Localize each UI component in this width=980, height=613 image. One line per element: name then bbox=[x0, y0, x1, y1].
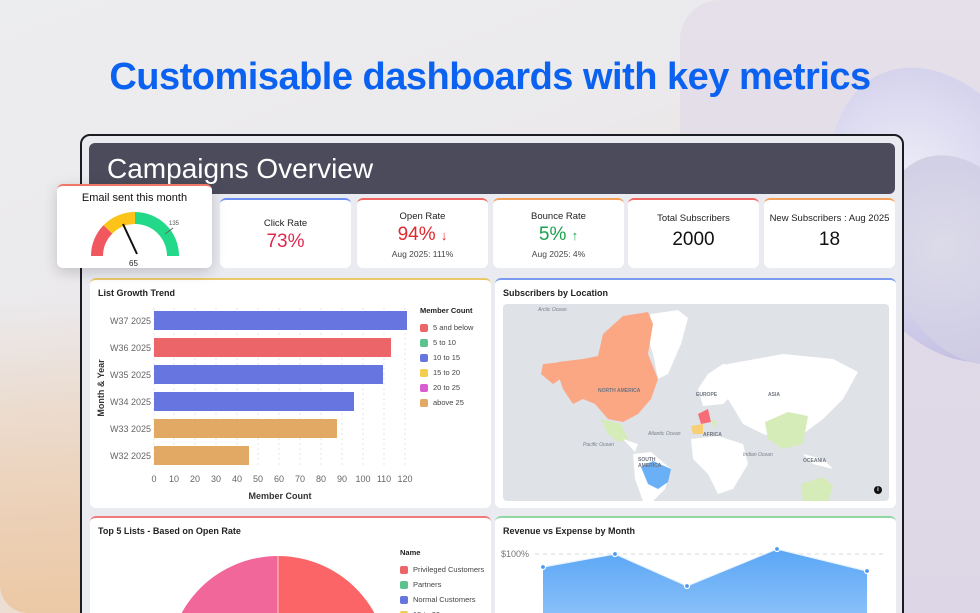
panel-title: List Growth Trend bbox=[98, 288, 176, 298]
bar-w35 bbox=[154, 365, 383, 384]
kpi-bounce-rate[interactable]: Bounce Rate 5% ↑ Aug 2025: 4% bbox=[493, 198, 624, 268]
svg-text:W33 2025: W33 2025 bbox=[110, 424, 151, 434]
svg-text:90: 90 bbox=[337, 474, 347, 484]
panel-subscribers-location: Subscribers by Location bbox=[495, 278, 896, 508]
legend-item[interactable]: Normal Customers bbox=[400, 592, 484, 607]
kpi-value: 94% bbox=[397, 224, 436, 245]
svg-text:50: 50 bbox=[253, 474, 263, 484]
svg-text:10: 10 bbox=[169, 474, 179, 484]
gauge-chart: 135 65 bbox=[90, 211, 180, 268]
ocean-label: Pacific Ocean bbox=[583, 442, 614, 448]
ocean-label: Arctic Ocean bbox=[538, 307, 567, 313]
legend-item[interactable]: 15 to 20 bbox=[400, 607, 484, 613]
region-label: AFRICA bbox=[703, 432, 722, 438]
region-label: OCEANIA bbox=[803, 458, 827, 464]
legend-item[interactable]: 5 and below bbox=[420, 320, 473, 335]
region-label: ASIA bbox=[768, 392, 780, 398]
panel-top-lists: Top 5 Lists - Based on Open Rate 17.9% N… bbox=[90, 516, 491, 613]
svg-text:135: 135 bbox=[169, 221, 180, 227]
kpi-label: Bounce Rate bbox=[531, 211, 586, 222]
svg-text:80: 80 bbox=[316, 474, 326, 484]
svg-text:W36 2025: W36 2025 bbox=[110, 343, 151, 353]
legend-item[interactable]: 10 to 15 bbox=[420, 350, 473, 365]
svg-text:60: 60 bbox=[274, 474, 284, 484]
legend-item[interactable]: 15 to 20 bbox=[420, 365, 473, 380]
legend-item[interactable]: above 25 bbox=[420, 395, 473, 410]
legend-title: Name bbox=[400, 548, 421, 557]
gauge-title: Email sent this month bbox=[81, 192, 188, 204]
kpi-total-subscribers[interactable]: Total Subscribers 2000 bbox=[628, 198, 759, 268]
legend-item[interactable]: 5 to 10 bbox=[420, 335, 473, 350]
kpi-value: 18 bbox=[818, 229, 841, 250]
ocean-label: Atlantic Ocean bbox=[648, 431, 681, 437]
pie-legend: Name Privileged Customers Partners Norma… bbox=[400, 548, 484, 613]
svg-text:40: 40 bbox=[232, 474, 242, 484]
svg-text:W35 2025: W35 2025 bbox=[110, 370, 151, 380]
kpi-open-rate[interactable]: Open Rate 94% ↓ Aug 2025: 111% bbox=[357, 198, 488, 268]
kpi-new-subscribers[interactable]: New Subscribers : Aug 2025 18 bbox=[764, 198, 895, 268]
svg-text:70: 70 bbox=[295, 474, 305, 484]
pie-chart[interactable]: 17.9% bbox=[170, 552, 410, 613]
pie-slice bbox=[278, 556, 375, 613]
svg-text:110: 110 bbox=[377, 474, 391, 484]
legend-item[interactable]: Privileged Customers bbox=[400, 562, 484, 577]
y-axis-label: Month & Year bbox=[96, 359, 106, 417]
kpi-label: New Subscribers : Aug 2025 bbox=[769, 213, 890, 224]
arrow-down-icon: ↓ bbox=[440, 228, 448, 243]
ocean-label: Indian Ocean bbox=[743, 452, 773, 458]
svg-text:100: 100 bbox=[355, 474, 370, 484]
kpi-comparison: Aug 2025: 4% bbox=[531, 249, 586, 259]
svg-text:W34 2025: W34 2025 bbox=[110, 397, 151, 407]
svg-text:30: 30 bbox=[211, 474, 221, 484]
kpi-click-rate[interactable]: Click Rate 73% bbox=[220, 198, 351, 268]
legend-item[interactable]: 20 to 25 bbox=[420, 380, 473, 395]
legend-title: Member Count bbox=[420, 306, 473, 315]
dashboard-title: Campaigns Overview bbox=[107, 153, 374, 184]
bar-w33 bbox=[154, 419, 337, 438]
panel-title: Revenue vs Expense by Month bbox=[503, 526, 636, 536]
gauge-card-emails-sent[interactable]: Email sent this month 135 65 bbox=[57, 184, 212, 268]
region-label: NORTH AMERICA bbox=[598, 388, 641, 394]
bar-w34 bbox=[154, 392, 354, 411]
svg-text:W37 2025: W37 2025 bbox=[110, 316, 151, 326]
kpi-value: 73% bbox=[266, 231, 305, 252]
bar-legend: Member Count 5 and below 5 to 10 10 to 1… bbox=[420, 306, 473, 410]
kpi-label: Open Rate bbox=[399, 211, 446, 222]
gauge-value: 65 bbox=[129, 259, 138, 268]
svg-text:0: 0 bbox=[151, 474, 156, 484]
area-chart[interactable]: $100% $78k bbox=[495, 542, 890, 613]
dashboard-window: Campaigns Overview Click Rate 73% Open R… bbox=[80, 134, 904, 613]
bar-w36 bbox=[154, 338, 391, 357]
bar-chart: W37 2025 W36 2025 W35 2025 W34 2025 W33 … bbox=[96, 308, 413, 501]
panel-title: Subscribers by Location bbox=[503, 288, 609, 298]
svg-text:$100%: $100% bbox=[501, 549, 529, 559]
region-label: EUROPE bbox=[696, 392, 718, 398]
panel-title: Top 5 Lists - Based on Open Rate bbox=[98, 526, 241, 536]
kpi-comparison: Aug 2025: 111% bbox=[391, 249, 454, 259]
panel-list-growth: List Growth Trend W37 2025 W36 2025 W35 … bbox=[90, 278, 491, 508]
region-label: SOUTH AMERICA bbox=[638, 457, 662, 469]
x-axis-label: Member Count bbox=[249, 491, 312, 501]
arrow-up-icon: ↑ bbox=[571, 228, 579, 243]
panel-revenue-expense: Revenue vs Expense by Month $100% $78k bbox=[495, 516, 896, 613]
headline: Customisable dashboards with key metrics bbox=[109, 56, 871, 98]
svg-text:W32 2025: W32 2025 bbox=[110, 451, 151, 461]
bar-w32 bbox=[154, 446, 249, 465]
kpi-value: 5% bbox=[538, 224, 567, 245]
pie-slice bbox=[181, 556, 278, 613]
kpi-value: 2000 bbox=[672, 229, 715, 250]
legend-item[interactable]: Partners bbox=[400, 577, 484, 592]
info-icon[interactable]: i bbox=[874, 486, 882, 494]
world-map[interactable]: Arctic Ocean Atlantic Ocean Pacific Ocea… bbox=[503, 304, 889, 501]
kpi-label: Click Rate bbox=[263, 218, 308, 229]
svg-text:120: 120 bbox=[397, 474, 412, 484]
bar-w37 bbox=[154, 311, 407, 330]
svg-text:20: 20 bbox=[190, 474, 200, 484]
kpi-label: Total Subscribers bbox=[657, 213, 730, 224]
background-gradient bbox=[0, 300, 90, 613]
dashboard-header: Campaigns Overview bbox=[89, 143, 895, 194]
